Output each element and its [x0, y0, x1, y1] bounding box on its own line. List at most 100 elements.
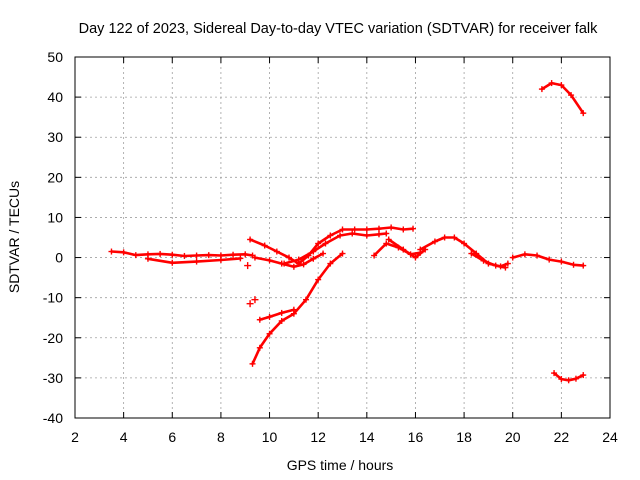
data-point — [570, 261, 577, 268]
data-point — [295, 256, 302, 263]
data-point — [509, 254, 516, 261]
data-point — [242, 251, 249, 258]
data-point — [315, 240, 322, 247]
data-point — [303, 296, 310, 303]
x-tick-label: 18 — [456, 429, 472, 445]
data-point — [375, 225, 382, 232]
data-point — [205, 252, 212, 259]
data-point — [546, 256, 553, 263]
y-tick-label: -30 — [43, 370, 63, 386]
data-point — [169, 251, 176, 258]
data-point — [412, 254, 419, 261]
series-upper-curve-segment — [258, 308, 296, 321]
data-point — [337, 232, 344, 239]
data-point — [339, 250, 346, 257]
data-point — [327, 232, 334, 239]
data-point — [132, 252, 139, 259]
data-point — [385, 236, 392, 243]
data-point — [256, 316, 263, 323]
data-point — [468, 250, 475, 257]
x-tick-label: 22 — [554, 429, 570, 445]
data-point — [266, 257, 273, 264]
y-tick-label: -40 — [43, 410, 63, 426]
x-tick-label: 2 — [71, 429, 79, 445]
data-point — [256, 344, 263, 351]
data-point — [339, 226, 346, 233]
data-point — [193, 258, 200, 265]
data-points — [108, 80, 587, 384]
x-axis-label: GPS time / hours — [287, 457, 394, 473]
data-point — [568, 92, 575, 99]
data-point — [315, 276, 322, 283]
data-point — [431, 238, 438, 245]
data-point — [371, 252, 378, 259]
data-point — [266, 330, 273, 337]
y-tick-labels: -40 -30 -20 -10 0 10 20 30 40 50 — [43, 49, 63, 426]
y-tick-label: -10 — [43, 290, 63, 306]
data-point — [349, 230, 356, 237]
data-point — [351, 226, 358, 233]
data-point — [388, 224, 395, 231]
isolated-point — [251, 296, 259, 304]
data-point — [417, 246, 424, 253]
data-point — [261, 242, 268, 249]
y-tick-label: 10 — [47, 209, 63, 225]
data-point — [300, 261, 307, 268]
series-mid-strand-2 — [387, 238, 427, 259]
x-tick-label: 14 — [359, 429, 375, 445]
data-point — [461, 240, 468, 247]
data-point — [310, 255, 317, 262]
data-point — [266, 313, 273, 320]
data-point — [230, 251, 237, 258]
data-point — [320, 250, 327, 257]
series-hump-lower — [470, 252, 507, 269]
x-tick-label: 24 — [602, 429, 618, 445]
data-point — [580, 110, 587, 117]
isolated-point — [246, 300, 254, 308]
data-point — [363, 232, 370, 239]
data-point — [492, 262, 499, 269]
x-tick-label: 6 — [168, 429, 176, 445]
data-point — [290, 306, 297, 313]
data-point — [538, 86, 545, 93]
data-point — [108, 248, 115, 255]
data-point — [480, 257, 487, 264]
data-point — [400, 246, 407, 253]
data-point — [193, 252, 200, 259]
data-point — [217, 256, 224, 263]
x-tick-labels: 2 4 6 8 10 12 14 16 18 20 22 24 — [71, 429, 618, 445]
x-tick-label: 4 — [120, 429, 128, 445]
data-point — [558, 82, 565, 89]
x-tick-label: 8 — [217, 429, 225, 445]
data-point — [322, 240, 329, 247]
data-point — [249, 360, 256, 367]
data-point — [534, 252, 541, 259]
data-point — [237, 255, 244, 262]
data-point — [400, 226, 407, 233]
x-tick-label: 16 — [408, 429, 424, 445]
chart-title: Day 122 of 2023, Sidereal Day-to-day VTE… — [79, 21, 598, 37]
plot-frame — [74, 56, 611, 419]
data-point — [327, 260, 334, 267]
data-point — [451, 234, 458, 241]
y-tick-label: 30 — [47, 129, 63, 145]
data-point — [181, 252, 188, 259]
data-point — [286, 254, 292, 261]
x-tick-label: 10 — [262, 429, 278, 445]
isolated-point — [244, 262, 252, 270]
y-tick-label: 20 — [47, 169, 63, 185]
data-point — [273, 248, 280, 255]
data-point — [558, 258, 565, 265]
data-point — [310, 248, 317, 255]
y-tick-label: -20 — [43, 330, 63, 346]
data-point — [580, 372, 587, 379]
data-point — [120, 249, 127, 256]
y-axis-label: SDTVAR / TECUs — [6, 181, 22, 293]
data-point — [565, 377, 572, 384]
data-point — [580, 262, 587, 269]
data-point — [572, 375, 579, 382]
data-point — [558, 376, 565, 383]
data-point — [278, 317, 285, 324]
